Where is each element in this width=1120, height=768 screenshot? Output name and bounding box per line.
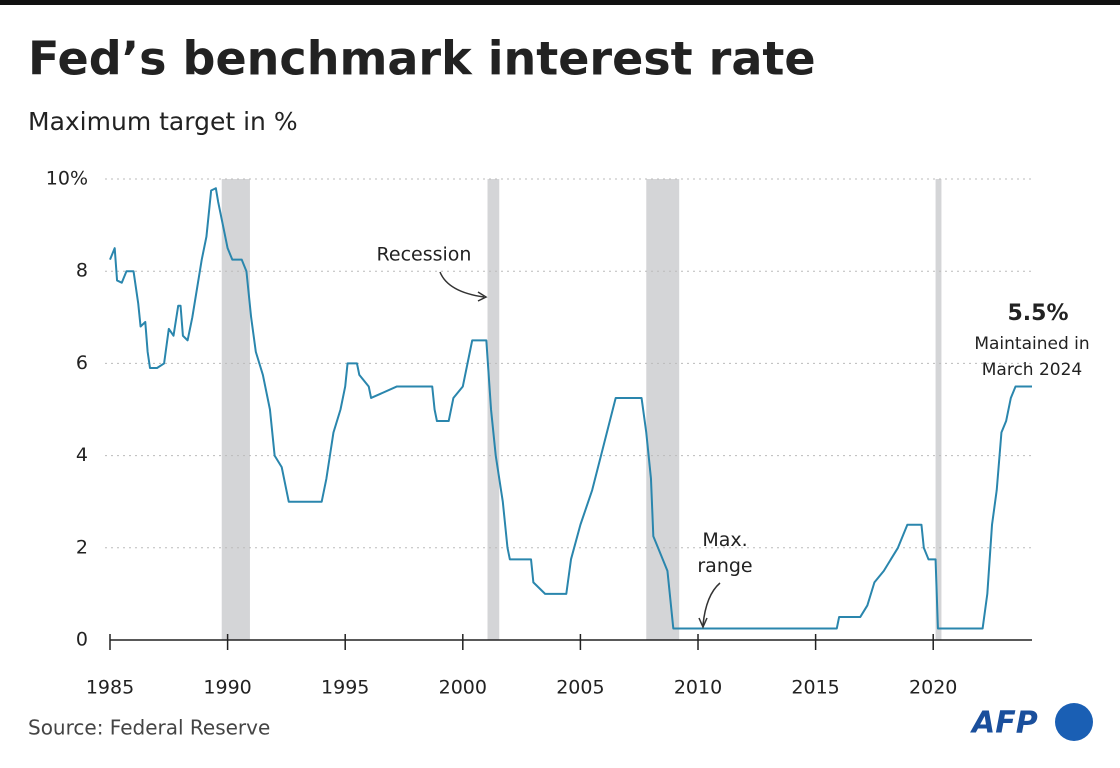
last-note-label: Maintained in March 2024 [974, 334, 1090, 380]
x-tick-label: 2010 [674, 677, 722, 699]
recession-band [487, 179, 500, 640]
x-tick-label: 1990 [203, 677, 251, 699]
recession-arrow [439, 271, 485, 298]
x-tick-label: 2000 [439, 677, 487, 699]
y-tick-label: 8 [76, 260, 88, 282]
x-tick-label: 1995 [321, 677, 369, 699]
source: Source: Federal Reserve [28, 716, 270, 740]
recession-band [221, 179, 250, 640]
y-tick-label: 2 [76, 536, 88, 558]
y-tick-label: 4 [76, 444, 88, 466]
recession-label: Recession [377, 244, 472, 266]
chart-subtitle: Maximum target in % [28, 107, 298, 136]
range-arrowhead [698, 617, 708, 629]
recession-band [935, 179, 942, 640]
x-tick-label: 2005 [556, 677, 604, 699]
x-tick-label: 2015 [791, 677, 839, 699]
logo-circle [1055, 703, 1093, 741]
y-tick-label: 10% [46, 168, 88, 190]
chart-title: Fed’s benchmark interest rate [28, 32, 816, 86]
y-tick-label: 6 [76, 352, 88, 374]
logo-text: AFP [970, 706, 1038, 741]
x-tick-label: 1985 [86, 677, 134, 699]
range-arrow [702, 582, 721, 626]
x-tick-label: 2020 [909, 677, 957, 699]
last-value-label: 5.5% [1007, 301, 1068, 326]
top-rule [0, 0, 1120, 5]
rate-line [109, 187, 1032, 630]
plot-area: 0 2 4 6 8 10% 1985 1990 1995 2000 2005 2010 2015 2020 [46, 168, 1032, 699]
max-range-label: Max. range [697, 529, 753, 577]
y-tick-label: 0 [76, 629, 88, 651]
recession-band [646, 179, 680, 640]
recession-arrowhead [477, 291, 488, 302]
